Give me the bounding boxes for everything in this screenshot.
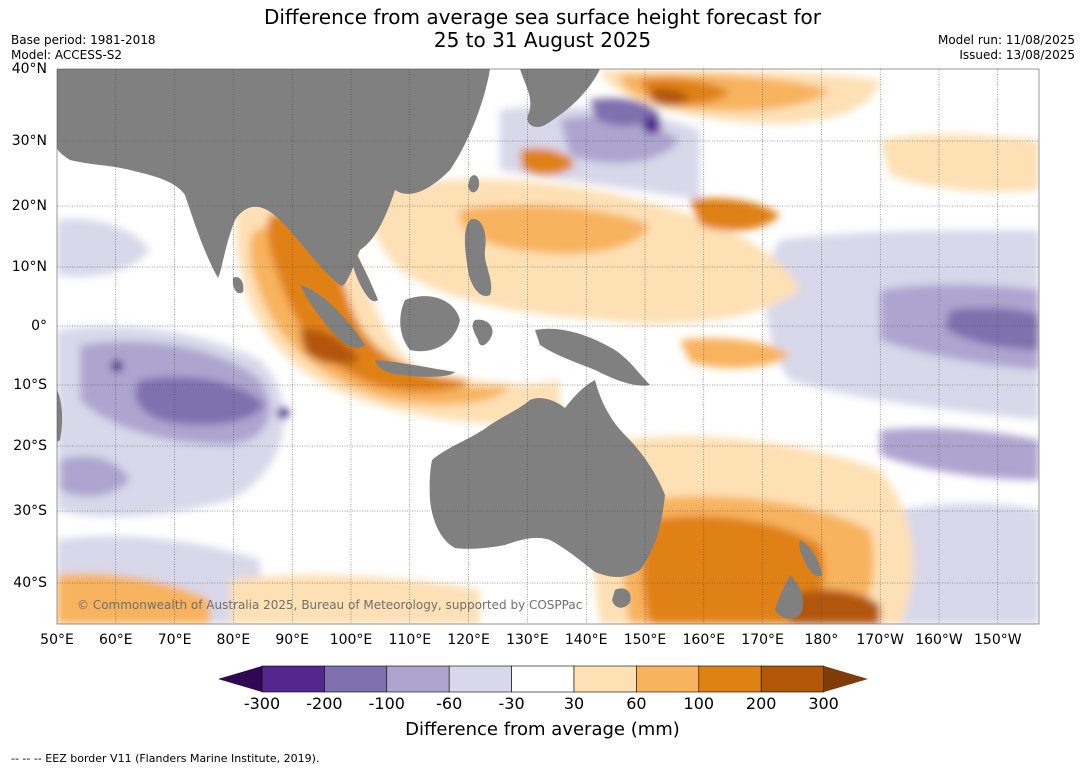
lat-label: 30°N: [11, 133, 47, 149]
colorbar-cell: [511, 665, 575, 693]
colorbar-cell: [324, 665, 388, 693]
tasmania-landmass: [612, 588, 631, 608]
lat-label: 10°S: [13, 377, 47, 393]
lon-label: 110°E: [388, 632, 432, 648]
lon-label: 160°W: [915, 632, 963, 648]
lat-label: 40°S: [13, 575, 47, 591]
colorbar: [218, 665, 868, 693]
meta-left: Base period: 1981-2018 Model: ACCESS-S2: [11, 33, 156, 63]
lon-label: 70°E: [157, 632, 192, 648]
malay-peninsula: [350, 245, 378, 302]
graticule: [57, 69, 1039, 624]
meta-right: Model run: 11/08/2025 Issued: 13/08/2025: [938, 33, 1075, 63]
colorbar-low-arrow: [218, 666, 262, 692]
new-zealand-south: [775, 575, 804, 619]
new-zealand-north: [799, 540, 822, 577]
colorbar-tick-label: 200: [745, 694, 777, 713]
colorbar-tick-label: 60: [626, 694, 647, 713]
asia-landmass: [57, 69, 490, 286]
java-landmass: [375, 360, 455, 377]
lat-label: 30°S: [13, 503, 47, 519]
lon-label: 150°W: [974, 632, 1022, 648]
lon-label: 180°: [804, 632, 839, 648]
colorbar-cell: [573, 665, 637, 693]
map-title-line-2: 25 to 31 August 2025: [433, 28, 652, 52]
lon-label: 130°E: [506, 632, 549, 648]
lon-label: 50°E: [40, 632, 74, 648]
landmasses: [57, 69, 822, 619]
colorbar-high-arrow: [824, 666, 868, 692]
colorbar-tick-label: 100: [683, 694, 715, 713]
lat-label: 0°: [31, 318, 47, 334]
lon-label: 150°E: [623, 632, 667, 648]
colorbar-tick-label: 300: [808, 694, 839, 713]
lon-label: 170°E: [741, 632, 784, 648]
colorbar-cell: [448, 665, 512, 693]
new-guinea-landmass: [535, 328, 650, 386]
philippines-landmass: [464, 219, 492, 296]
copyright-watermark: © Commonwealth of Australia 2025, Bureau…: [77, 598, 583, 612]
lat-label: 20°S: [13, 438, 47, 454]
eez-border-legend: -- -- -- EEZ border V11 (Flanders Marine…: [11, 752, 320, 765]
colorbar-cell: [261, 665, 325, 693]
japan-landmass: [520, 69, 600, 127]
colorbar-title: Difference from average (mm): [405, 719, 680, 740]
issued-date: Issued: 13/08/2025: [959, 48, 1075, 62]
colorbar-cells: [261, 665, 824, 693]
colorbar-tick-label: -30: [498, 694, 525, 713]
colorbar-cell: [636, 665, 700, 693]
colorbar-cell: [698, 665, 762, 693]
lon-label: 120°E: [447, 632, 490, 648]
map-frame: [56, 68, 1040, 625]
lon-label: 100°E: [329, 632, 373, 648]
colorbar-tick-label: -200: [306, 694, 343, 713]
colorbar-tick-label: -300: [243, 694, 281, 713]
colorbar-cell: [386, 665, 450, 693]
lat-label: 20°N: [11, 198, 47, 214]
lon-label: 80°E: [216, 632, 251, 648]
sri-lanka-landmass: [232, 276, 244, 294]
borneo-landmass: [400, 296, 460, 352]
madagascar-landmass: [57, 390, 63, 442]
sumatra-landmass: [300, 285, 365, 348]
lon-label: 90°E: [275, 632, 310, 648]
model-name: Model: ACCESS-S2: [11, 48, 123, 62]
base-period: Base period: 1981-2018: [11, 33, 156, 47]
colorbar-tick-label: -100: [368, 694, 405, 713]
colorbar-cell: [760, 665, 824, 693]
lon-label: 170°W: [856, 632, 904, 648]
map-title-line-1: Difference from average sea surface heig…: [263, 5, 822, 29]
lon-label: 60°E: [98, 632, 133, 648]
lat-label: 40°N: [11, 61, 47, 77]
australia-landmass: [429, 380, 665, 577]
lon-label: 160°E: [682, 632, 726, 648]
taiwan-landmass: [468, 175, 480, 193]
lat-label: 10°N: [11, 259, 47, 275]
colorbar-tick-label: 30: [563, 694, 585, 713]
lon-label: 140°E: [564, 632, 608, 648]
model-run: Model run: 11/08/2025: [937, 33, 1075, 47]
colorbar-tick-label: -60: [436, 694, 463, 713]
